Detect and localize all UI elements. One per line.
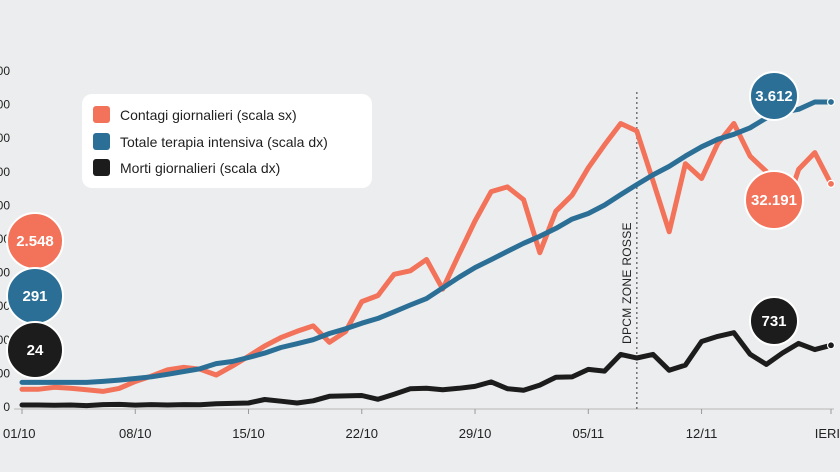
legend-swatch-contagi (93, 106, 110, 123)
x-tick-label: 08/10 (119, 426, 152, 441)
value-badge-label: 32.191 (751, 192, 797, 209)
value-badge-label: 2.548 (16, 233, 54, 250)
y-tick-label: 0 (3, 400, 10, 414)
series-end-point-terapia (826, 97, 836, 107)
series-line-terapia (19, 99, 834, 385)
x-tick-label: IERI (815, 426, 840, 441)
y-tick-label: 00 (0, 198, 10, 212)
x-axis-tick-labels: 01/10 08/10 15/10 22/10 29/10 05/11 12/11 IERI (3, 409, 840, 441)
dpcm-reference-label: DPCM ZONE ROSSE (620, 222, 634, 344)
y-tick-label: 00 (0, 98, 10, 112)
y-axis-tick-labels: 000000000000000000000 (0, 64, 10, 414)
legend-box (82, 94, 372, 188)
y-tick-label: 00 (0, 64, 10, 78)
series-end-point-contagi (826, 179, 836, 188)
value-badges: 3.612 32.191 731 2.548 291 24 (6, 71, 804, 379)
y-tick-label: 00 (0, 366, 10, 380)
legend: Contagi giornalieri (scala sx) Totale te… (82, 94, 372, 188)
value-badge-label: 3.612 (755, 88, 793, 105)
y-tick-label: 00 (0, 165, 10, 179)
y-tick-label: 00 (0, 232, 10, 246)
value-badge-label: 731 (761, 313, 786, 330)
series-end-point-morti (826, 341, 836, 350)
y-tick-label: 00 (0, 299, 10, 313)
x-tick-label: 05/11 (573, 426, 605, 441)
value-badge-label: 291 (22, 288, 47, 305)
legend-label-morti: Morti giornalieri (scala dx) (120, 160, 280, 176)
legend-label-contagi: Contagi giornalieri (scala sx) (120, 107, 297, 123)
y-tick-label: 00 (0, 131, 10, 145)
y-tick-label: 00 (0, 333, 10, 347)
x-tick-label: 29/10 (459, 426, 492, 441)
value-badge-label: 24 (27, 342, 44, 359)
series-layer (19, 97, 836, 409)
legend-swatch-morti (93, 159, 110, 176)
x-tick-label: 01/10 (3, 426, 36, 441)
y-tick-label: 00 (0, 266, 10, 280)
x-tick-label: 12/11 (686, 426, 718, 441)
value-badge (6, 321, 64, 379)
x-tick-label: 15/10 (232, 426, 265, 441)
value-badge (744, 170, 804, 230)
value-badge (749, 71, 799, 121)
series-line-morti (19, 330, 834, 409)
legend-label-terapia: Totale terapia intensiva (scala dx) (120, 134, 328, 150)
value-badge (749, 296, 799, 346)
x-tick-label: 22/10 (346, 426, 379, 441)
legend-swatch-terapia (93, 133, 110, 150)
